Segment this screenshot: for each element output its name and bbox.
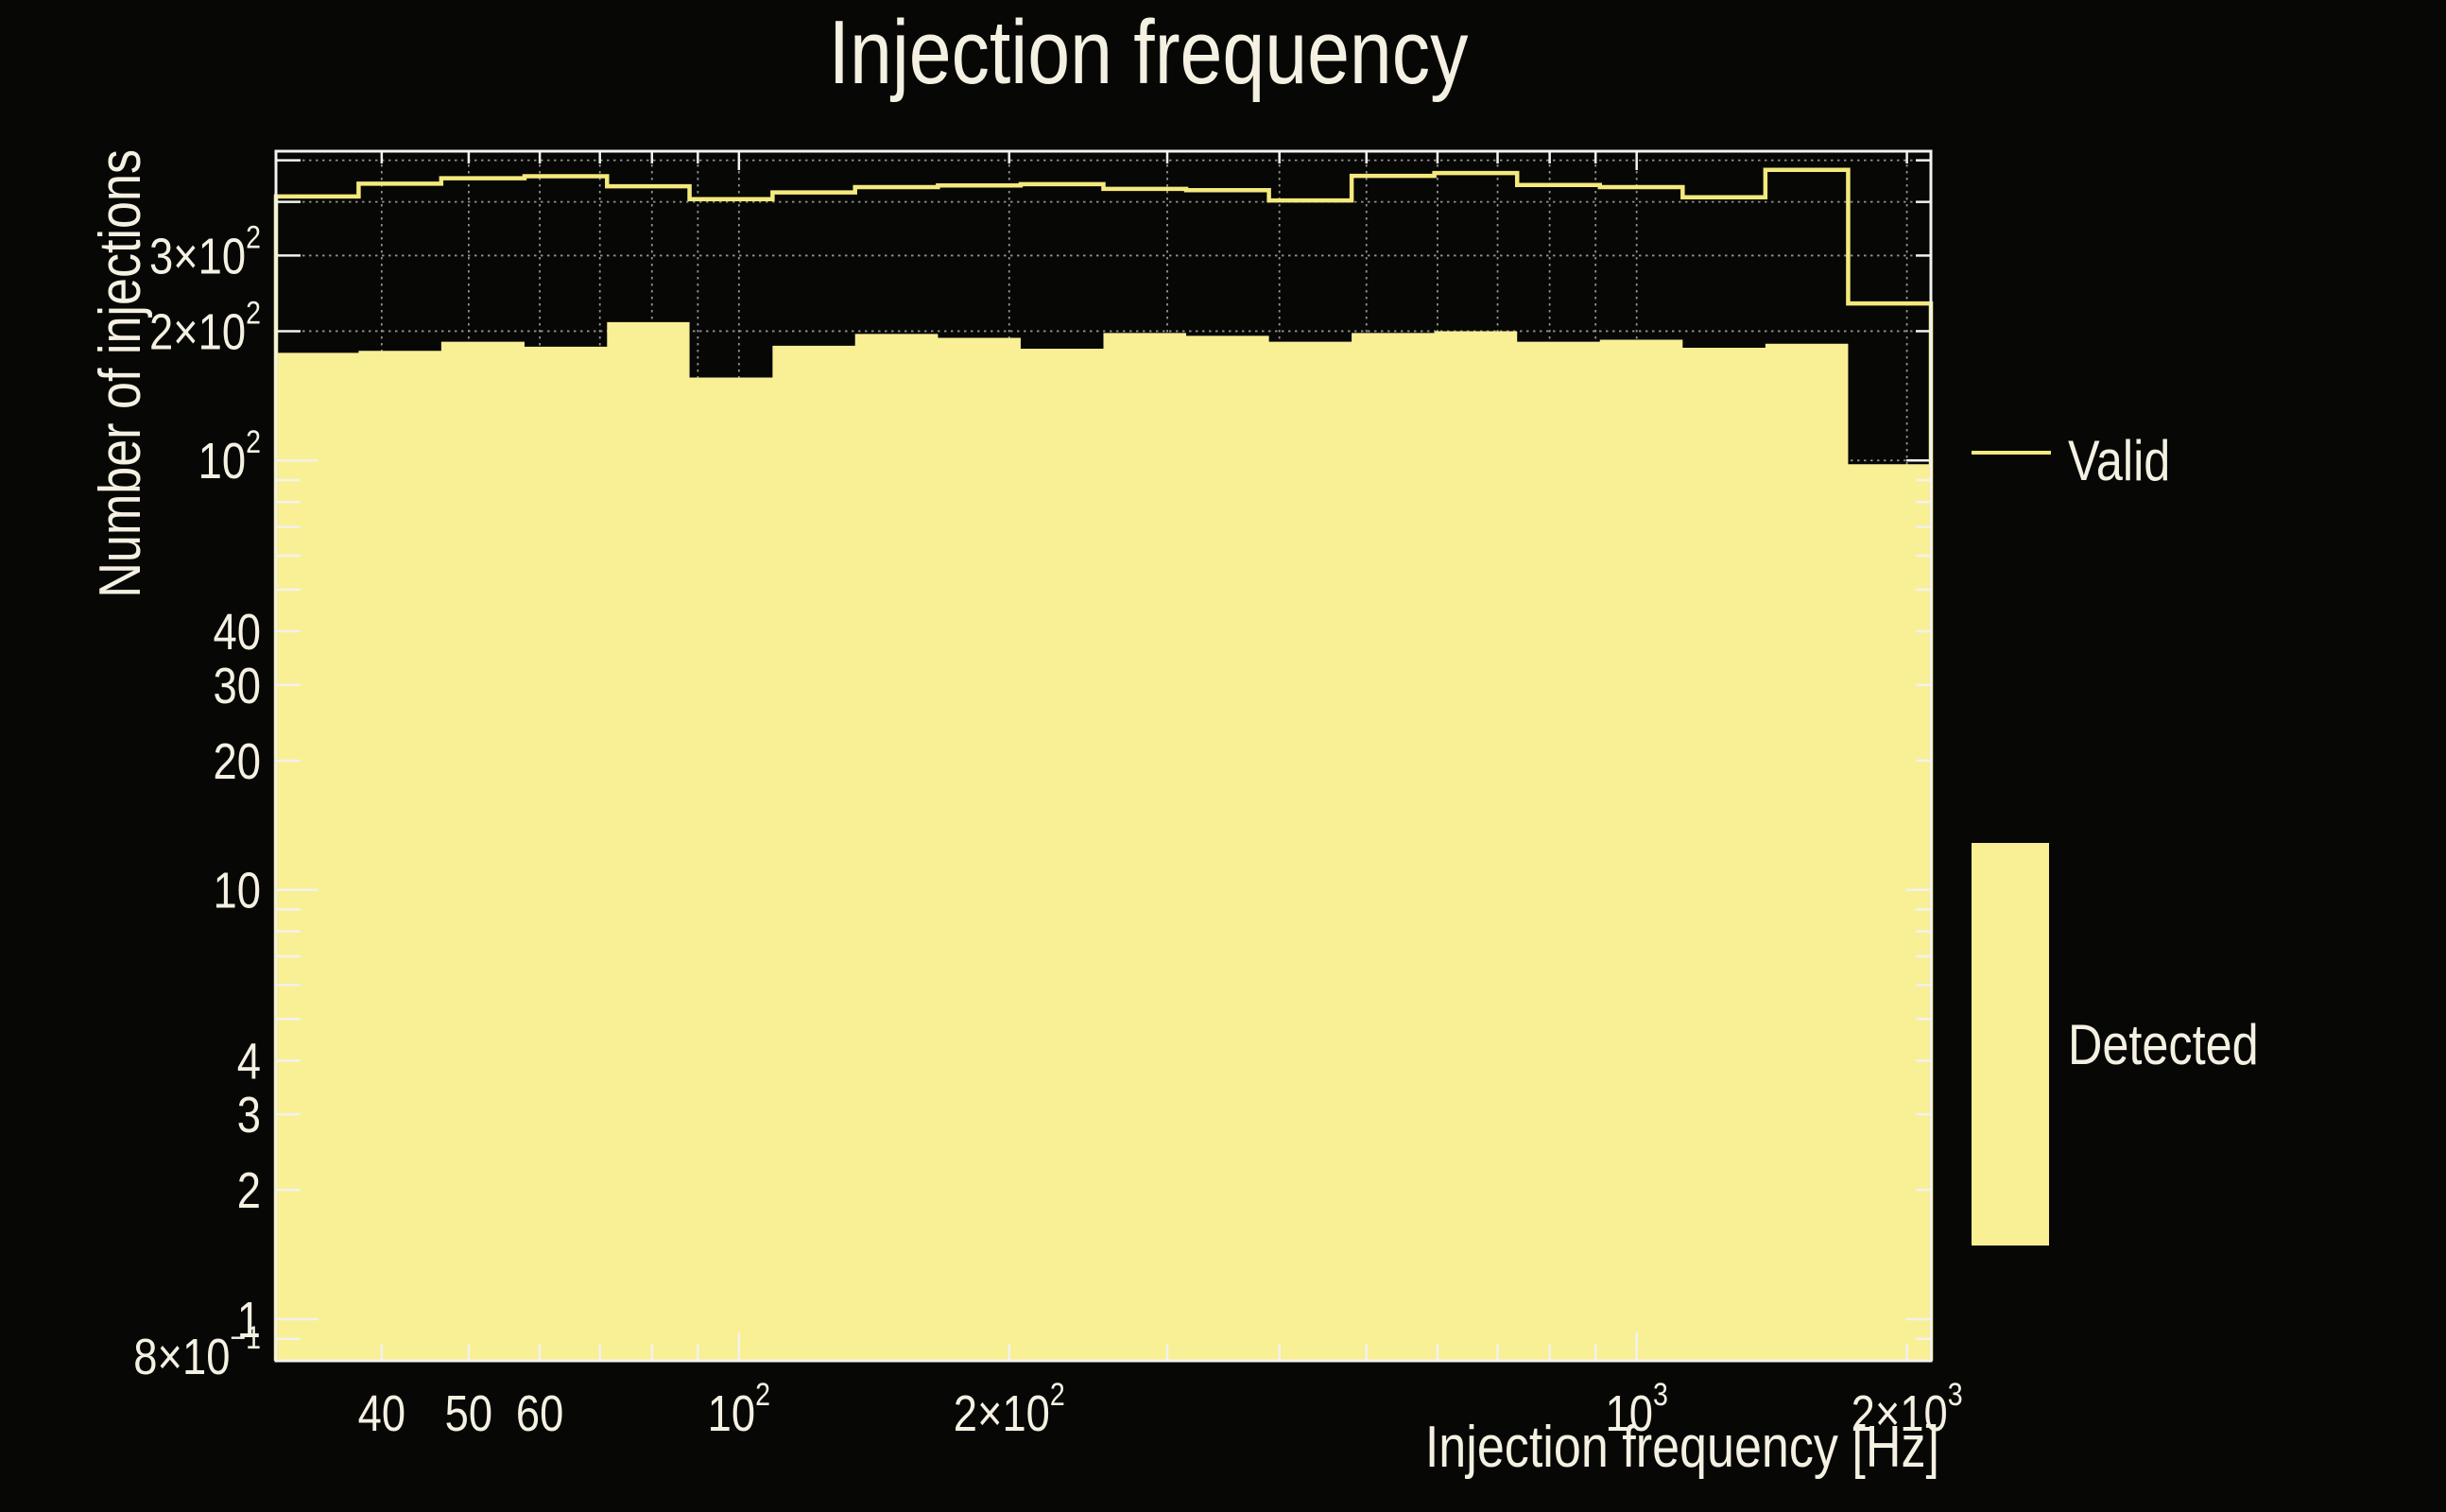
histogram-detected-fill [276, 321, 1931, 1361]
histogram-valid-line [273, 167, 1934, 1361]
y-tick-label: 3×102 [149, 219, 261, 284]
x-tick-label: 50 [445, 1384, 492, 1442]
y-tick-label: 102 [198, 424, 261, 490]
y-tick-label: 20 [214, 732, 261, 790]
y-axis-title: Number of injections [88, 149, 153, 598]
x-tick-label: 2×102 [954, 1377, 1065, 1442]
x-tick-label: 60 [516, 1384, 563, 1442]
y-tick-label: 2 [237, 1161, 261, 1219]
x-axis-title: Injection frequency [Hz] [1425, 1415, 1939, 1480]
y-tick-label: 10 [214, 862, 261, 919]
y-tick-label: 8×10−1 [133, 1320, 261, 1385]
y-tick-label: 40 [214, 603, 261, 661]
legend-valid-label: Valid [2068, 429, 2170, 492]
x-tick-label: 2×103 [1852, 1377, 1963, 1442]
plot-frame [274, 149, 1933, 1363]
plot-area: 40 50 60 102 2×102 103 2×1033×1022×10210240302… [133, 149, 1963, 1442]
chart-title: Injection frequency [829, 1, 1469, 102]
legend-detected-swatch [1972, 843, 2049, 1246]
x-tick-label: 102 [708, 1377, 770, 1442]
legend-detected-label: Detected [2068, 1013, 2259, 1076]
legend: Valid Detected [1972, 429, 2259, 1246]
axis-ticks [276, 151, 1931, 1363]
x-tick-label: 40 [358, 1384, 405, 1442]
y-tick-label: 3 [237, 1086, 261, 1143]
x-tick-label: 103 [1606, 1377, 1668, 1442]
y-tick-label: 2×102 [149, 295, 261, 360]
y-tick-label: 30 [214, 657, 261, 714]
y-tick-label: 4 [237, 1033, 261, 1091]
y-tick-label: 1 [237, 1291, 261, 1349]
